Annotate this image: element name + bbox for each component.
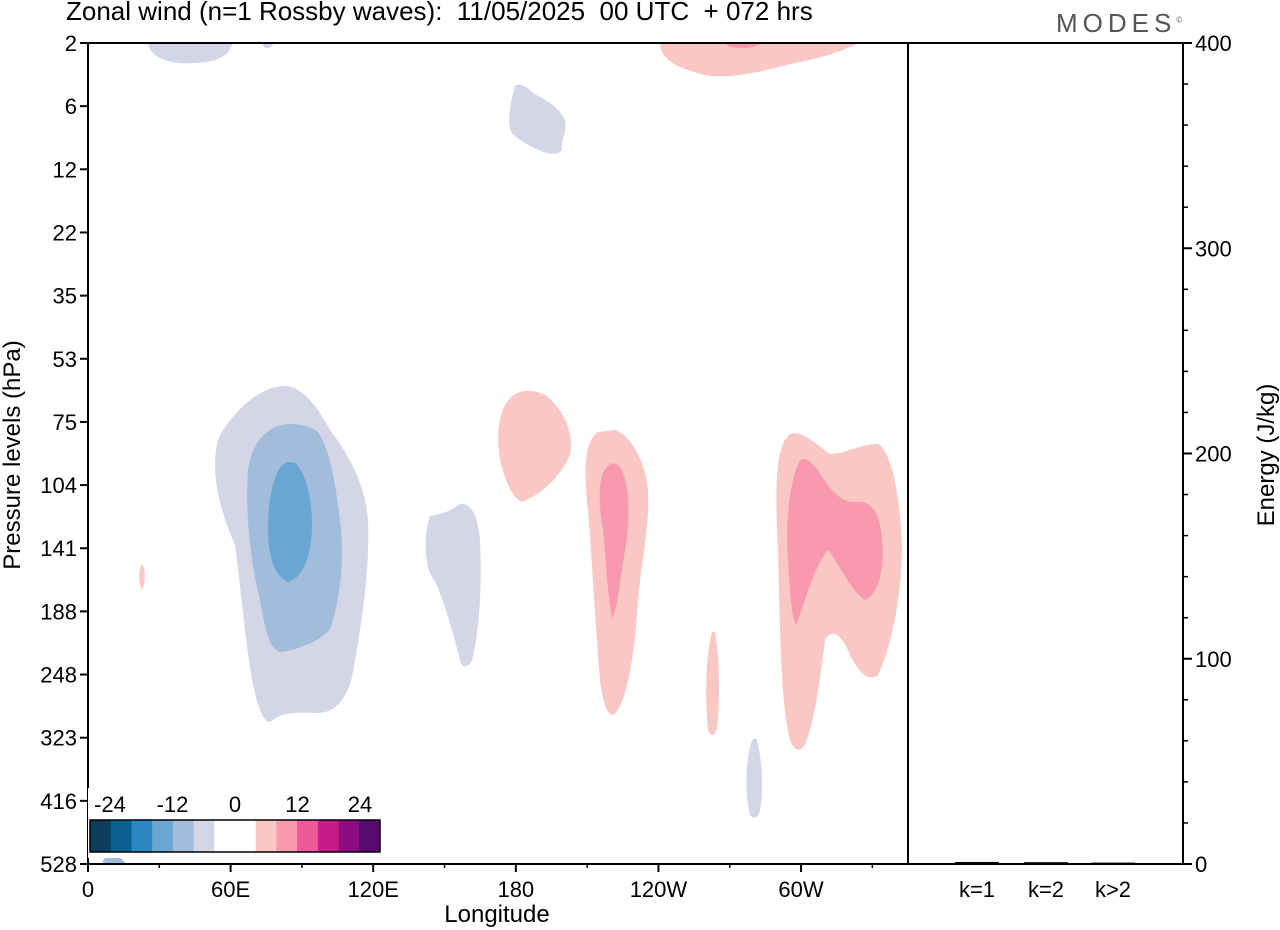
colorbar-tick-label: -24: [94, 792, 126, 817]
longitude-tick-label: 0: [82, 877, 94, 902]
pressure-tick-label: 416: [40, 789, 77, 814]
pressure-tick-label: 323: [40, 726, 77, 751]
pressure-axis: 2 6 12 22 35 53 75 104 141 188 248 323 416 528: [40, 31, 88, 877]
colorbar-swatch: [255, 820, 277, 852]
longitude-tick-label: 60E: [211, 877, 250, 902]
longitude-tick-label: 60W: [778, 877, 823, 902]
energy-category-label: k>2: [1095, 877, 1131, 902]
contour-positive-sliver-left: [139, 565, 145, 590]
energy-tick-label: 0: [1195, 852, 1207, 877]
colorbar-swatch: [317, 820, 339, 852]
brand-text: MODES: [1056, 8, 1177, 38]
colorbar-swatch: [276, 820, 298, 852]
brand-mark: ©: [1176, 15, 1183, 25]
energy-tick-label: 400: [1195, 31, 1232, 56]
energy-tick-label: 200: [1195, 442, 1232, 467]
colorbar-swatch: [152, 820, 174, 852]
longitude-tick-label: 120W: [630, 877, 688, 902]
contour-field: [102, 43, 902, 864]
pressure-tick-label: 12: [53, 157, 77, 182]
colorbar-swatch: [235, 820, 257, 852]
longitude-tick-label: 120E: [348, 877, 399, 902]
colorbar-swatch: [297, 820, 319, 852]
colorbar-swatch: [110, 820, 132, 852]
modes-logo: MODES©: [1056, 8, 1182, 39]
chart-title: Zonal wind (n=1 Rossby waves): 11/05/202…: [66, 0, 813, 26]
colorbar-swatch: [359, 820, 381, 852]
pressure-tick-label: 141: [40, 536, 77, 561]
contour-positive-120w-core: [599, 463, 629, 618]
energy-bar: [1024, 862, 1068, 864]
contour-negative-top-small: [262, 43, 274, 49]
contour-positive-sliver-mid: [706, 632, 720, 736]
pressure-tick-label: 53: [53, 347, 77, 372]
pressure-tick-label: 22: [53, 220, 77, 245]
energy-tick-label: 100: [1195, 647, 1232, 672]
colorbar-swatch: [214, 820, 236, 852]
pressure-tick-label: 2: [65, 31, 77, 56]
energy-category-label: k=2: [1028, 877, 1064, 902]
colorbar-tick-label: -12: [157, 792, 189, 817]
contour-negative-main-core: [267, 462, 313, 582]
contour-negative-mid: [425, 504, 481, 667]
contour-positive-60w-core: [787, 459, 883, 625]
energy-tick-label: 300: [1195, 236, 1232, 261]
energy-axis: 0 100 200 300 400: [1183, 31, 1232, 877]
longitude-tick-label: 180: [497, 877, 534, 902]
contour-negative-upper-mid: [509, 84, 566, 154]
pressure-tick-label: 104: [40, 473, 77, 498]
colorbar-frame: [89, 819, 381, 853]
colorbar-swatch: [172, 820, 194, 852]
pressure-tick-label: 6: [65, 94, 77, 119]
pressure-tick-label: 188: [40, 599, 77, 624]
contour-positive-blob-180: [498, 390, 571, 502]
contour-positive-top: [660, 43, 858, 77]
pressure-tick-label: 528: [40, 852, 77, 877]
colorbar-swatch: [338, 820, 360, 852]
y-axis-label: Pressure levels (hPa): [0, 340, 26, 569]
contour-negative-lower: [746, 738, 763, 818]
energy-bar: [1091, 862, 1135, 865]
longitude-axis: 0 60E 120E 180 120W 60W: [82, 864, 874, 902]
energy-category-label: k=1: [959, 877, 995, 902]
colorbar: -24 -12 0 12 24: [88, 788, 382, 858]
colorbar-swatch: [193, 820, 215, 852]
colorbar-tick-label: 12: [285, 792, 309, 817]
colorbar-tick-label: 24: [348, 792, 372, 817]
colorbar-swatch: [90, 820, 112, 852]
pressure-tick-label: 248: [40, 663, 77, 688]
pressure-tick-label: 35: [53, 284, 77, 309]
pressure-tick-label: 75: [53, 410, 77, 435]
energy-bar: [955, 861, 999, 864]
x-axis-label: Longitude: [444, 901, 549, 928]
contour-positive-top-core: [725, 43, 760, 49]
energy-bars: k=1 k=2 k>2: [955, 861, 1135, 902]
colorbar-swatch: [131, 820, 153, 852]
y2-axis-label: Energy (J/kg): [1253, 384, 1280, 527]
colorbar-tick-label: 0: [229, 792, 241, 817]
contour-negative-top-left: [148, 43, 233, 64]
